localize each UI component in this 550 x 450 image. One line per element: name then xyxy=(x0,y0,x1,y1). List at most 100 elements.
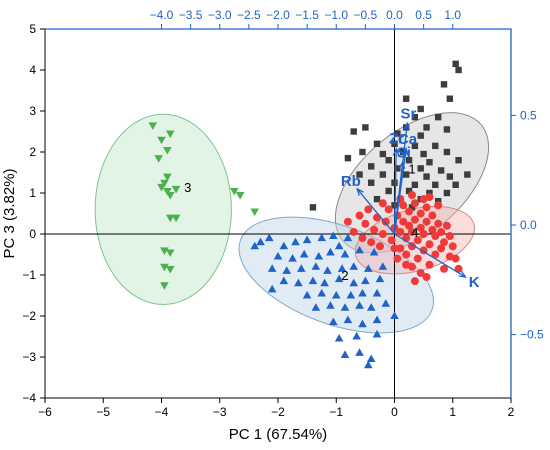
group-4-point xyxy=(413,236,422,245)
group-2-point xyxy=(349,278,359,287)
group-1-point xyxy=(426,159,433,166)
group-4-point xyxy=(440,238,449,247)
group-1-point xyxy=(405,157,413,164)
group-4-point xyxy=(396,227,405,236)
group-4-point xyxy=(425,260,434,269)
y-tick-label: 5 xyxy=(29,22,36,36)
group-4-point xyxy=(375,242,384,251)
group-1-point xyxy=(373,140,381,147)
group-4-point xyxy=(428,225,437,234)
group-4-point xyxy=(349,227,358,236)
group-1-point xyxy=(452,181,459,188)
group-1-point xyxy=(368,163,375,170)
group-2-point xyxy=(329,231,338,240)
group-2-point xyxy=(366,354,376,363)
loading-label-ca: Ca xyxy=(398,131,418,148)
group-4-point xyxy=(422,217,431,226)
cluster-label-1: 1 xyxy=(408,161,415,176)
group-1-point xyxy=(443,126,451,133)
top-tick-label: −4.0 xyxy=(150,8,174,22)
group-2-point xyxy=(375,274,385,283)
group-2-point xyxy=(302,290,312,299)
cluster-label-3: 3 xyxy=(184,180,191,195)
group-2-point xyxy=(363,264,373,272)
group-1-point xyxy=(379,150,387,158)
group-2-point xyxy=(334,333,344,342)
loading-arrowhead-si xyxy=(398,160,406,170)
top-tick-label: −0.5 xyxy=(354,8,378,22)
loading-vector-si xyxy=(393,162,404,235)
group-1-point xyxy=(423,173,430,180)
group-3-point xyxy=(163,187,172,196)
y-tick-label: 3 xyxy=(29,104,36,118)
group-1-point xyxy=(350,128,357,135)
group-3-point xyxy=(157,183,166,192)
group-2-point xyxy=(358,288,367,297)
group-2-point xyxy=(381,299,391,307)
top-tick-label: 0.5 xyxy=(415,8,432,22)
group-1-point xyxy=(464,171,471,178)
group-3-point xyxy=(160,282,169,290)
top-tick-label: −2.0 xyxy=(266,8,290,22)
group-4-point xyxy=(431,250,440,259)
group-4-point xyxy=(405,207,414,216)
group-2-point xyxy=(340,249,350,258)
group-4-point xyxy=(343,217,352,226)
group-2-point xyxy=(390,311,399,319)
group-2-point xyxy=(294,278,303,287)
group-2-point xyxy=(299,249,309,258)
group-1-point xyxy=(400,148,407,156)
group-2-point xyxy=(311,262,321,270)
group-1-point xyxy=(426,189,433,197)
group-1-point xyxy=(402,171,410,178)
loading-label-k: K xyxy=(469,274,480,291)
group-2-point xyxy=(349,262,359,270)
group-1-point xyxy=(394,165,401,172)
group-3-point xyxy=(171,185,181,194)
group-4-point xyxy=(437,244,446,253)
group-3-point xyxy=(148,122,158,130)
group-2-point xyxy=(279,241,289,250)
group-2-point xyxy=(334,241,344,250)
y-axis-label: PC 3 (3.82%) xyxy=(1,168,18,258)
loading-label-sr: Sr xyxy=(401,105,417,122)
group-4-point xyxy=(419,230,428,238)
y-tick-label: −3 xyxy=(22,350,36,364)
group-2-point xyxy=(311,303,321,311)
group-2-point xyxy=(355,301,364,309)
group-1-point xyxy=(394,130,401,137)
loading-label-si: Si xyxy=(397,144,411,161)
top-tick-label: −1.0 xyxy=(324,8,348,22)
y-tick-label: 4 xyxy=(29,63,36,77)
group-1-point xyxy=(423,124,430,131)
y-tick-label: −1 xyxy=(22,268,36,282)
group-2-point xyxy=(317,233,326,242)
group-2-point xyxy=(267,264,277,272)
x-tick-label: −2 xyxy=(271,405,285,419)
top-tick-label: −3.0 xyxy=(208,8,232,22)
group-4-point xyxy=(416,209,425,218)
group-3-point xyxy=(160,263,169,272)
loading-vector-k xyxy=(394,233,466,278)
right-tick-label: −0.5 xyxy=(520,328,544,342)
group-4-point xyxy=(407,191,416,200)
y-tick-label: −4 xyxy=(22,391,36,405)
group-3-point xyxy=(165,214,175,223)
group-4-point xyxy=(373,213,382,222)
group-4-point xyxy=(387,236,396,245)
top-tick-label: 1.0 xyxy=(444,8,461,22)
group-2-point xyxy=(355,348,364,356)
top-tick-label: −1.5 xyxy=(295,8,319,22)
group-1-point xyxy=(440,81,448,88)
group-2-point xyxy=(314,251,324,260)
group-4-point xyxy=(448,242,457,251)
group-2-point xyxy=(352,331,361,340)
x-tick-label: −5 xyxy=(96,405,110,419)
group-3-point xyxy=(160,247,169,255)
group-3-point xyxy=(163,146,172,155)
group-1-point xyxy=(455,66,462,74)
top-tick-label: −3.5 xyxy=(179,8,203,22)
group-2-point xyxy=(329,317,338,326)
